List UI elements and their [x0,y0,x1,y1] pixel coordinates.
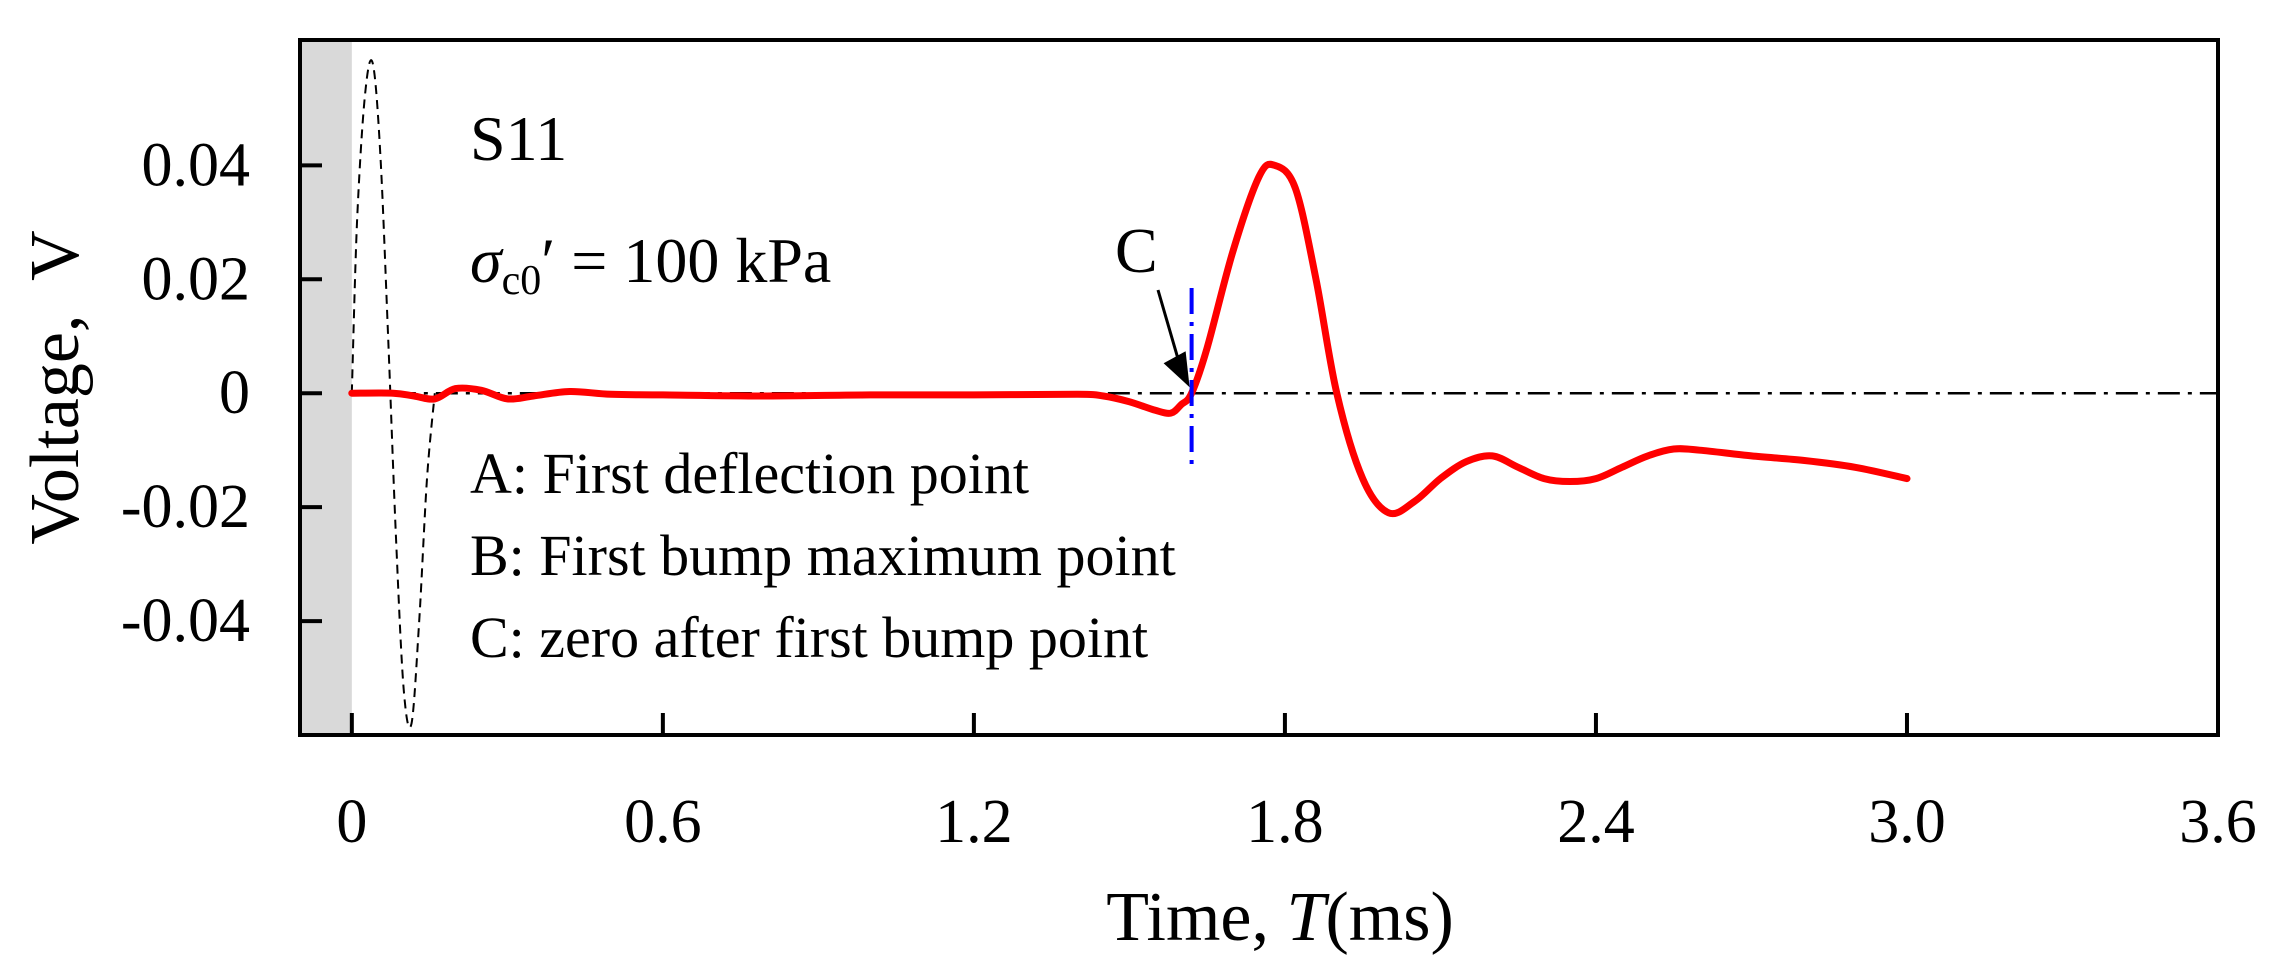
legend-line-c: C: zero after first bump point [470,605,1148,670]
stress-subscript: c0 [502,258,542,304]
stress-value: ′ = 100 kPa [541,225,831,296]
sample-label: S11 [470,103,567,174]
x-tick-label: 1.8 [1246,788,1324,856]
x-tick-label: 0 [336,788,367,856]
x-tick-label: 2.4 [1557,788,1635,856]
y-tick-label: -0.02 [121,473,250,541]
x-axis-title-prefix: Time, [1106,879,1286,956]
y-tick-label: 0.04 [142,131,251,199]
point-c-arrowhead [1163,351,1190,388]
x-axis-title-var: T [1287,879,1331,956]
input-signal-line [350,59,436,729]
y-tick-label: -0.04 [121,587,250,655]
legend-line-b: B: First bump maximum point [470,523,1176,588]
y-tick-label: 0 [219,359,250,427]
x-tick-label: 3.0 [1868,788,1946,856]
x-tick-label: 1.2 [935,788,1013,856]
shaded-region [300,40,352,735]
legend-line-a: A: First deflection point [470,441,1029,506]
y-tick-label: 0.02 [142,245,251,313]
stress-label: σc0′ = 100 kPa [470,225,831,304]
received-signal-line [348,160,1911,518]
axis-ticks [300,163,2220,735]
y-axis-title: Voltage, V [17,230,94,544]
stress-symbol: σ [470,225,504,296]
x-tick-label: 0.6 [624,788,702,856]
axis-tick-labels: 0 0.6 1.2 1.8 2.4 3.0 3.6 0.04 0.02 0 -0.02 -0.04 [121,131,2257,856]
x-axis-title: Time, T(ms) [1106,879,1454,956]
x-tick-label: 3.6 [2179,788,2257,856]
x-axis-title-suffix: (ms) [1325,879,1453,956]
plot-frame [298,38,2220,737]
point-c-label: C [1115,215,1158,286]
